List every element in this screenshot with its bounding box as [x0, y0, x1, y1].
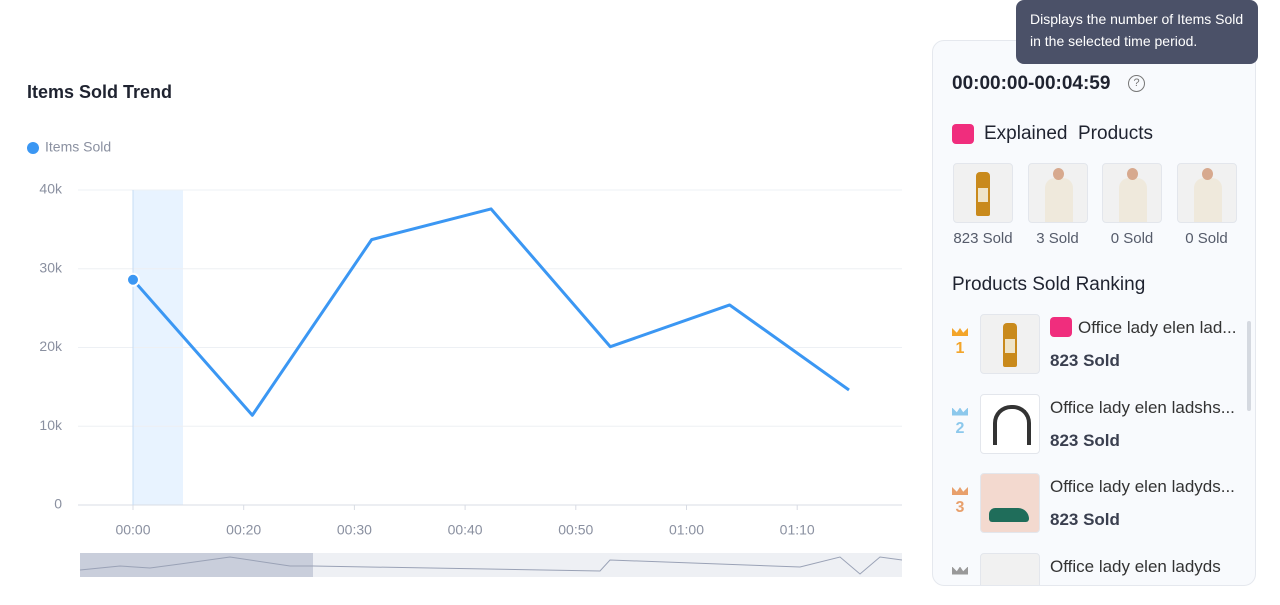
y-tick-label: 40k	[39, 181, 63, 197]
scrollbar[interactable]	[1247, 321, 1251, 411]
crown	[952, 407, 968, 416]
y-tick-label: 30k	[39, 259, 63, 275]
product-name: Office lady elen lad...	[1078, 318, 1237, 337]
help-icon[interactable]: ?	[1128, 75, 1145, 92]
product-sold: 823 Sold	[953, 230, 1013, 247]
chart-title: Items Sold Trend	[27, 82, 172, 102]
minimap-line	[79, 556, 903, 575]
product-thumb[interactable]	[1176, 163, 1237, 223]
product-thumb[interactable]	[980, 473, 1040, 533]
tooltip: Displays the number of Items Sold in the…	[1016, 0, 1258, 64]
product-thumb[interactable]	[1102, 163, 1162, 223]
x-tick-label: 01:10	[780, 522, 815, 538]
product-name: Office lady elen ladshs...	[1050, 397, 1235, 417]
point	[126, 272, 140, 287]
x-tick-label: 00:50	[558, 522, 593, 538]
product-sold: 823 Sold	[1050, 430, 1120, 450]
face-art	[1201, 168, 1213, 180]
side-panel: 00:00:00-00:04:59 ? Explained Products P…	[932, 40, 1256, 586]
product-name: Office lady elen ladyds	[1050, 556, 1221, 576]
pin-icon	[1050, 317, 1072, 337]
explained-title: Explained Products	[984, 123, 1153, 144]
crown	[952, 566, 968, 575]
product-name: Office lady elen ladyds...	[1050, 477, 1235, 496]
x-tick-label: 00:30	[337, 522, 372, 538]
product-image	[1044, 178, 1073, 222]
y-tick-label: 10k	[39, 417, 63, 433]
crown	[952, 328, 968, 336]
headphone-art	[993, 404, 1031, 445]
series-line	[131, 207, 850, 417]
product-sold: 823 Sold	[1050, 351, 1120, 370]
product-image	[1193, 178, 1222, 222]
face-art	[1052, 168, 1064, 180]
crown	[952, 487, 968, 495]
rank-number: 1	[955, 340, 965, 357]
y-tick-label: 0	[54, 496, 62, 512]
product-sold: 823 Sold	[1050, 510, 1120, 529]
product-thumb[interactable]	[980, 393, 1040, 454]
pin-icon	[952, 124, 974, 144]
minimap-window[interactable]	[80, 553, 313, 577]
x-tick-label: 00:00	[115, 522, 150, 538]
face-art	[1127, 168, 1138, 180]
x-tick-label: 00:20	[226, 522, 261, 538]
label-art	[978, 188, 988, 202]
x-tick-label: 00:40	[448, 522, 483, 538]
ranking-title: Products Sold Ranking	[952, 274, 1146, 295]
legend-dot	[27, 142, 39, 154]
product-thumb[interactable]	[953, 163, 1013, 223]
y-tick-label: 20k	[39, 338, 63, 354]
product-sold: 0 Sold	[1185, 230, 1228, 247]
legend-label: Items Sold	[45, 139, 111, 155]
shoe-art	[989, 508, 1029, 522]
time-range: 00:00:00-00:04:59	[952, 73, 1111, 94]
product-thumb[interactable]	[980, 552, 1040, 585]
product-sold: 3 Sold	[1036, 230, 1079, 247]
rank-number: 3	[955, 499, 965, 516]
rank-number: 2	[955, 419, 965, 437]
label-art	[1005, 339, 1015, 353]
product-sold: 0 Sold	[1110, 230, 1154, 247]
chart: Items Sold Trend 0 10k 20k 30k 40k 00:00 00:20…	[27, 82, 903, 577]
product-image	[1119, 178, 1147, 222]
product-thumb[interactable]	[980, 314, 1040, 374]
x-tick-label: 01:00	[669, 522, 704, 538]
product-thumb[interactable]	[1027, 163, 1088, 223]
